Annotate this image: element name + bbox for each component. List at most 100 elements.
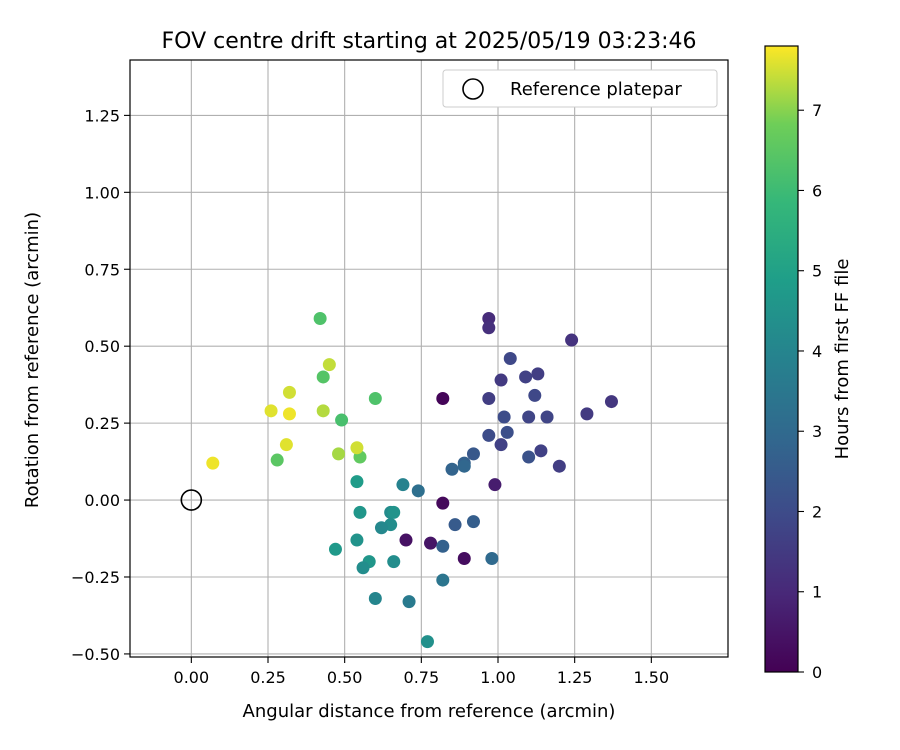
y-tick-label: −0.25: [71, 568, 120, 587]
data-point: [604, 395, 618, 409]
data-point: [482, 392, 496, 406]
colorbar-tick-label: 1: [812, 583, 822, 602]
data-point: [387, 505, 401, 519]
data-point: [457, 552, 471, 566]
data-point: [313, 311, 327, 325]
x-axis-label: Angular distance from reference (arcmin): [243, 701, 616, 722]
data-point: [445, 462, 459, 476]
colorbar-tick-label: 6: [812, 181, 822, 200]
data-point: [350, 475, 364, 489]
data-point: [497, 410, 511, 424]
y-axis-label: Rotation from reference (arcmin): [22, 212, 43, 508]
data-point: [264, 404, 278, 418]
data-point: [528, 388, 542, 402]
data-point: [368, 392, 382, 406]
data-point: [420, 635, 434, 649]
legend-label: Reference platepar: [510, 79, 682, 100]
data-point: [485, 552, 499, 566]
data-point: [356, 561, 370, 575]
data-point: [457, 459, 471, 473]
data-point: [350, 441, 364, 455]
data-point: [522, 410, 536, 424]
y-tick-label: 0.75: [84, 260, 120, 279]
colorbar-gradient: [764, 45, 799, 673]
y-tick-label: 1.25: [84, 106, 120, 125]
colorbar-tick-label: 3: [812, 422, 822, 441]
colorbar-tick-label: 2: [812, 502, 822, 521]
data-point: [580, 407, 594, 421]
y-tick-label: −0.50: [71, 645, 120, 664]
data-point: [488, 478, 502, 492]
data-point: [206, 456, 220, 470]
x-tick-label: 1.25: [557, 668, 593, 687]
data-point: [350, 533, 364, 547]
legend-marker-icon: [462, 78, 484, 100]
data-point: [411, 484, 425, 498]
data-point: [540, 410, 554, 424]
data-point: [436, 573, 450, 587]
grid-lines: [130, 60, 728, 657]
data-point: [466, 447, 480, 461]
data-point: [482, 311, 496, 325]
x-tick-label: 0.25: [250, 668, 286, 687]
data-point: [368, 592, 382, 606]
y-tick-label: 0.25: [84, 414, 120, 433]
data-point: [282, 407, 296, 421]
data-point: [328, 542, 342, 556]
plot-area: 0.00 0.25 0.50 0.75 1.00 1.25 1.50 −0.50 −0.25 0…: [71, 59, 729, 687]
colorbar-ticks: 0 1 2 3 4 5 6 7: [798, 101, 822, 682]
colorbar-tick-label: 7: [812, 101, 822, 120]
data-point: [387, 555, 401, 569]
data-point: [322, 358, 336, 372]
data-point: [565, 333, 579, 347]
colorbar-tick-label: 4: [812, 342, 822, 361]
data-point: [270, 453, 284, 467]
chart-title: FOV centre drift starting at 2025/05/19 …: [162, 29, 697, 54]
data-point: [519, 370, 533, 384]
data-point: [531, 367, 545, 381]
y-tick-label: 0.50: [84, 337, 120, 356]
data-point: [436, 392, 450, 406]
reference-point-marker: [180, 489, 203, 511]
data-point: [482, 321, 496, 335]
colorbar-tick-label: 0: [812, 663, 822, 682]
data-point: [436, 539, 450, 553]
data-point: [494, 438, 508, 452]
data-point: [332, 447, 346, 461]
data-point: [552, 459, 566, 473]
data-point: [424, 536, 438, 550]
data-point: [316, 370, 330, 384]
data-point: [503, 352, 517, 365]
data-point: [282, 385, 296, 399]
x-tick-label: 1.50: [634, 668, 670, 687]
data-point: [522, 450, 536, 464]
x-tick-label: 0.50: [327, 668, 363, 687]
y-tick-label: 0.00: [84, 491, 120, 510]
data-point: [399, 533, 413, 547]
colorbar-label: Hours from first FF file: [832, 259, 853, 460]
x-axis-ticks: 0.00 0.25 0.50 0.75 1.00 1.25 1.50: [174, 657, 670, 687]
data-point: [436, 496, 450, 510]
colorbar-tick-label: 5: [812, 262, 822, 281]
x-tick-label: 0.75: [404, 668, 440, 687]
data-point: [482, 428, 496, 442]
x-tick-label: 0.00: [174, 668, 210, 687]
plot-frame: [129, 59, 729, 658]
colorbar: 0 1 2 3 4 5 6 7 Hours from first FF file: [764, 45, 853, 682]
data-point: [534, 444, 548, 458]
x-tick-label: 1.00: [480, 668, 516, 687]
y-tick-label: 1.00: [84, 183, 120, 202]
data-point: [316, 404, 330, 418]
data-point: [500, 425, 514, 439]
data-point: [494, 373, 508, 387]
data-point: [374, 521, 388, 535]
data-point: [466, 515, 480, 529]
data-point: [279, 438, 293, 452]
y-axis-ticks: −0.50 −0.25 0.00 0.25 0.50 0.75 1.00 1.25: [71, 106, 130, 664]
legend: Reference platepar: [442, 69, 718, 108]
data-point: [335, 413, 349, 427]
data-point: [448, 518, 462, 532]
scatter-points: [206, 311, 618, 649]
data-point: [402, 595, 416, 609]
